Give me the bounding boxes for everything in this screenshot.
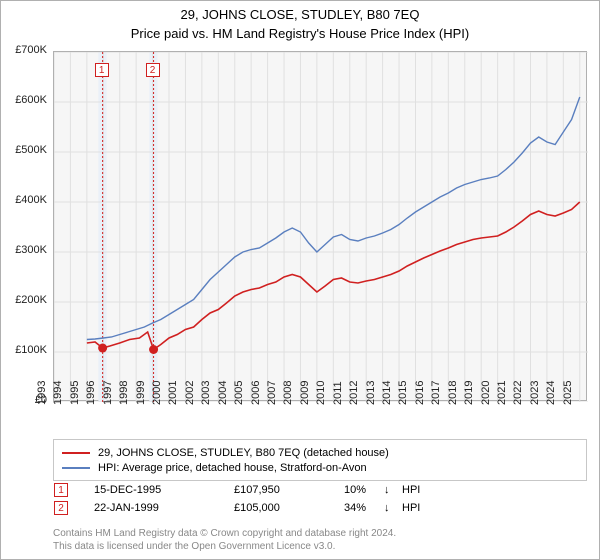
legend-label: 29, JOHNS CLOSE, STUDLEY, B80 7EQ (detac… [98, 447, 389, 459]
x-tick-label: 2015 [397, 399, 409, 405]
x-tick-label: 2025 [562, 399, 574, 405]
transaction-row: 1 15-DEC-1995£107,95010%↓HPI [53, 481, 587, 499]
transaction-marker-box: 2 [54, 501, 68, 515]
x-tick-label: 1996 [85, 399, 97, 405]
x-tick-label: 1993 [36, 399, 48, 405]
plot-svg [54, 52, 588, 402]
transaction-price: £107,950 [234, 484, 344, 496]
plot-marker-box: 2 [146, 63, 160, 77]
y-tick-label: £600K [0, 94, 47, 106]
x-tick-label: 2003 [200, 399, 212, 405]
x-tick-label: 2004 [217, 399, 229, 405]
x-tick-label: 2007 [266, 399, 278, 405]
transaction-price: £105,000 [234, 502, 344, 514]
legend: 29, JOHNS CLOSE, STUDLEY, B80 7EQ (detac… [53, 439, 587, 481]
x-tick-label: 2011 [332, 399, 344, 405]
plot-wrapper: £0£100K£200K£300K£400K£500K£600K£700K 19… [53, 51, 587, 401]
y-tick-label: £300K [0, 244, 47, 256]
y-tick-label: £500K [0, 144, 47, 156]
transaction-date: 15-DEC-1995 [94, 484, 234, 496]
footer-line2: This data is licensed under the Open Gov… [53, 541, 587, 554]
plot-area [53, 51, 587, 401]
x-tick-label: 2022 [512, 399, 524, 405]
plot-marker-box: 1 [95, 63, 109, 77]
transaction-row: 2 22-JAN-1999£105,00034%↓HPI [53, 499, 587, 517]
x-tick-label: 1998 [118, 399, 130, 405]
x-tick-label: 2005 [233, 399, 245, 405]
x-tick-label: 2021 [496, 399, 508, 405]
y-tick-label: £200K [0, 294, 47, 306]
transaction-pct: 10% [344, 484, 384, 496]
transaction-date: 22-JAN-1999 [94, 502, 234, 514]
x-tick-label: 2009 [299, 399, 311, 405]
y-tick-label: £100K [0, 344, 47, 356]
x-tick-label: 2000 [151, 399, 163, 405]
legend-item: HPI: Average price, detached house, Stra… [62, 460, 578, 475]
x-tick-label: 2006 [250, 399, 262, 405]
x-tick-label: 1999 [135, 399, 147, 405]
transaction-pct: 34% [344, 502, 384, 514]
down-arrow-icon: ↓ [384, 484, 402, 496]
x-tick-label: 2001 [167, 399, 179, 405]
x-tick-label: 2014 [381, 399, 393, 405]
x-tick-label: 2002 [184, 399, 196, 405]
x-tick-label: 2010 [315, 399, 327, 405]
x-tick-label: 2024 [545, 399, 557, 405]
x-tick-label: 2019 [463, 399, 475, 405]
x-tick-label: 2013 [365, 399, 377, 405]
x-tick-label: 2008 [282, 399, 294, 405]
transaction-hpi-label: HPI [402, 502, 420, 514]
x-tick-label: 2017 [430, 399, 442, 405]
transaction-marker-box: 1 [54, 483, 68, 497]
x-tick-label: 2023 [529, 399, 541, 405]
x-tick-label: 1997 [102, 399, 114, 405]
x-tick-label: 1994 [52, 399, 64, 405]
legend-swatch [62, 452, 90, 454]
down-arrow-icon: ↓ [384, 502, 402, 514]
legend-item: 29, JOHNS CLOSE, STUDLEY, B80 7EQ (detac… [62, 445, 578, 460]
x-tick-label: 2018 [447, 399, 459, 405]
x-tick-label: 2020 [480, 399, 492, 405]
footer-attribution: Contains HM Land Registry data © Crown c… [53, 528, 587, 553]
chart-container: 29, JOHNS CLOSE, STUDLEY, B80 7EQ Price … [0, 0, 600, 560]
legend-swatch [62, 467, 90, 469]
transaction-table: 1 15-DEC-1995£107,95010%↓HPI 2 22-JAN-1999£… [53, 481, 587, 517]
footer-line1: Contains HM Land Registry data © Crown c… [53, 528, 587, 541]
x-tick-label: 2012 [348, 399, 360, 405]
y-tick-label: £700K [0, 44, 47, 56]
transaction-hpi-label: HPI [402, 484, 420, 496]
chart-title-line1: 29, JOHNS CLOSE, STUDLEY, B80 7EQ [1, 1, 599, 22]
chart-title-line2: Price paid vs. HM Land Registry's House … [1, 22, 599, 41]
y-tick-label: £400K [0, 194, 47, 206]
x-tick-label: 1995 [69, 399, 81, 405]
legend-label: HPI: Average price, detached house, Stra… [98, 462, 367, 474]
x-tick-label: 2016 [414, 399, 426, 405]
